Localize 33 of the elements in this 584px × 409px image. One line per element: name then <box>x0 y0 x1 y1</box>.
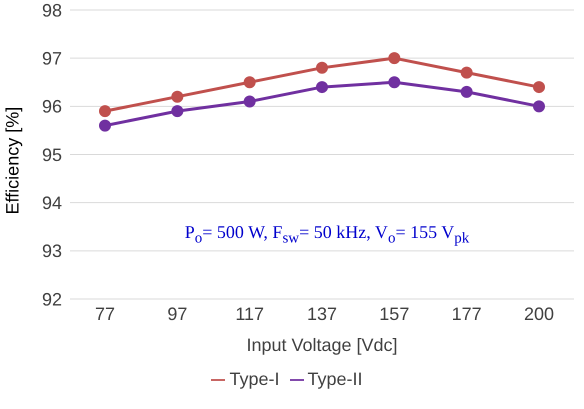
x-tick-label: 77 <box>94 304 116 324</box>
x-tick-label: 137 <box>306 304 338 324</box>
y-tick-label: 93 <box>42 241 62 262</box>
point <box>99 120 111 132</box>
y-tick-label: 92 <box>42 289 62 310</box>
legend-label: Type-I <box>229 369 280 389</box>
point <box>316 62 328 74</box>
point <box>388 52 400 64</box>
x-tick-label: 177 <box>452 304 482 324</box>
y-tick-label: 94 <box>42 193 62 214</box>
point <box>99 105 111 118</box>
x-tick-label: 157 <box>379 304 410 324</box>
annotation: P$_{o}$= 500 W, F$_{sw}$= 50 kHz, V$_{o}$= 155 V$_{pk}$ <box>184 222 470 248</box>
point <box>171 105 184 118</box>
x-axis-title: Input Voltage [Vdc] <box>246 335 398 355</box>
y-tick-label: 98 <box>42 0 62 20</box>
y-tick-label: 96 <box>42 96 62 117</box>
point <box>460 66 473 79</box>
x-tick-label: 97 <box>167 304 188 324</box>
x-tick-label: 117 <box>235 304 264 324</box>
point <box>171 90 184 103</box>
point <box>244 76 256 88</box>
point <box>316 81 328 94</box>
point <box>388 76 400 88</box>
y-tick-label: 97 <box>42 48 62 69</box>
legend-label: Type-II <box>308 369 363 389</box>
point <box>460 86 473 98</box>
x-tick-label: 200 <box>524 304 554 324</box>
point <box>244 96 256 108</box>
y-axis-title: Efficiency [%] <box>2 106 22 214</box>
point <box>533 100 545 112</box>
y-tick-label: 95 <box>42 144 62 165</box>
point <box>533 81 545 94</box>
